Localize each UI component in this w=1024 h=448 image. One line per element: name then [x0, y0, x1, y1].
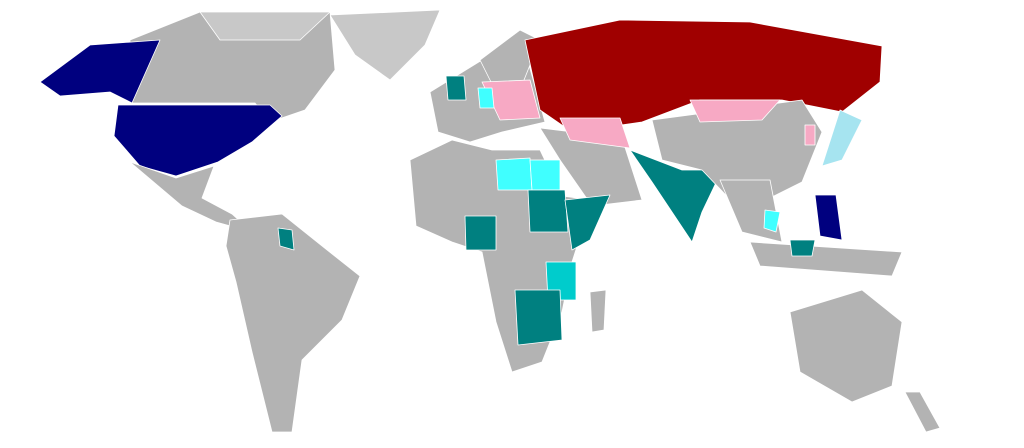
- region-madagascar: [589, 289, 607, 333]
- region-greenland: [329, 9, 441, 81]
- region-italy-area: [477, 87, 495, 109]
- region-arctic-islands: [199, 11, 331, 41]
- region-usa: [113, 104, 283, 177]
- region-vietnam-area: [763, 209, 781, 233]
- region-japan: [821, 109, 863, 167]
- region-kazakhstan-area: [559, 117, 631, 149]
- region-korea: [804, 124, 816, 146]
- region-ethiopia-somalia: [564, 194, 611, 251]
- region-southern-africa: [514, 289, 563, 346]
- region-mexico-central-america: [129, 161, 253, 233]
- region-egypt: [529, 159, 561, 191]
- region-philippines: [814, 194, 843, 241]
- region-libya-area: [495, 157, 533, 191]
- region-mongolia: [689, 99, 781, 123]
- region-australia: [789, 289, 903, 403]
- region-nigeria: [464, 215, 497, 251]
- region-uk: [445, 75, 467, 101]
- region-indonesia: [749, 241, 903, 277]
- region-guyana: [277, 227, 295, 251]
- region-new-zealand: [904, 391, 941, 433]
- region-india: [629, 149, 723, 243]
- region-alaska: [39, 39, 161, 104]
- region-sudan: [527, 189, 569, 233]
- region-south-america: [225, 213, 361, 433]
- region-malaysia-borneo: [789, 239, 816, 257]
